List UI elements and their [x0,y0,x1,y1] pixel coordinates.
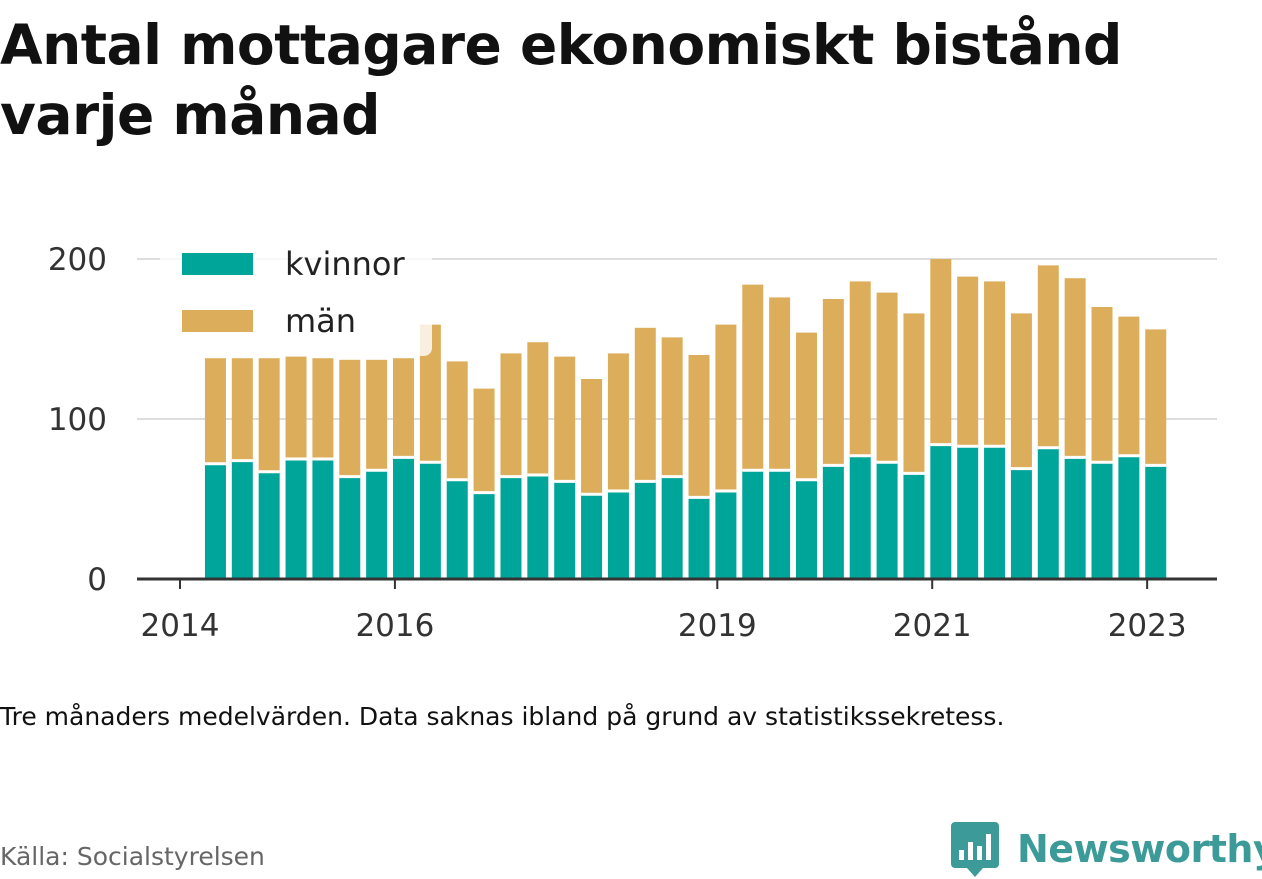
bar-kvinnor [1064,457,1086,579]
bar-kvinnor [715,491,737,579]
bar-kvinnor [500,476,522,579]
bar-kvinnor [661,476,683,579]
bar-man [688,355,710,498]
bar-man [393,358,415,458]
bar-kvinnor [688,497,710,579]
bar-man [930,259,952,445]
bar-chart: 0 100 200 2014 2016 2019 2021 2023 kvinnor män [47,236,1217,644]
bar-man [795,332,817,480]
bar-kvinnor [258,471,280,579]
bar-man [607,353,629,491]
bar-man [742,284,764,471]
bar-man [366,359,388,471]
bar-man [204,358,226,464]
bar-kvinnor [339,476,361,579]
legend-label: kvinnor [285,245,406,283]
bar-man [822,299,844,466]
legend: kvinnor män [160,236,432,356]
bar-kvinnor [1037,447,1059,579]
bar-man [1145,329,1167,466]
bar-kvinnor [366,470,388,579]
bars [204,259,1167,579]
x-tick-label: 2016 [355,608,434,644]
bar-kvinnor [419,462,441,579]
x-axis-ticks: 2014 2016 2019 2021 2023 [141,579,1187,644]
bar-man [1010,313,1032,469]
chart-title: Antal mottagare ekonomiskt bistånd varje… [0,13,1122,147]
bar-man [419,324,441,463]
bar-man [446,361,468,480]
x-tick-label: 2021 [893,608,972,644]
bar-kvinnor [849,455,871,579]
y-tick-label: 100 [48,402,107,438]
bar-man [876,292,898,463]
y-tick-label: 200 [48,242,107,278]
bar-man [473,388,495,493]
bar-kvinnor [554,481,576,579]
bar-man [1064,278,1086,458]
bar-man [715,324,737,491]
bar-kvinnor [930,444,952,579]
x-tick-label: 2023 [1108,608,1187,644]
bar-kvinnor [822,465,844,579]
source-text: Källa: Socialstyrelsen [0,842,265,871]
bar-kvinnor [984,446,1006,579]
bar-kvinnor [876,462,898,579]
bar-kvinnor [204,463,226,579]
legend-swatch [182,253,253,275]
bar-man [1037,265,1059,448]
bar-kvinnor [607,491,629,579]
x-tick-label: 2014 [141,608,220,644]
bar-man [581,379,603,495]
bar-kvinnor [1010,468,1032,579]
bar-man [500,353,522,477]
legend-label: män [285,302,356,340]
bar-man [285,356,307,459]
bar-kvinnor [231,460,253,579]
bar-kvinnor [581,494,603,579]
bar-man [957,276,979,447]
bar-man [849,281,871,456]
bar-kvinnor [285,459,307,579]
bar-man [339,359,361,477]
bar-man [527,342,549,475]
bar-kvinnor [957,446,979,579]
brand-name: Newsworthy [1017,827,1262,871]
bar-man [1091,307,1113,463]
bar-kvinnor [795,479,817,579]
bar-kvinnor [312,459,334,579]
legend-swatch [182,310,253,332]
y-axis-ticks: 0 100 200 [48,242,107,598]
bar-kvinnor [769,470,791,579]
bar-man [554,356,576,482]
bar-kvinnor [393,457,415,579]
bar-kvinnor [446,479,468,579]
bar-kvinnor [473,492,495,579]
bar-man [769,297,791,471]
bar-man [634,327,656,482]
bar-kvinnor [1145,465,1167,579]
bar-man [258,358,280,472]
bar-man [231,358,253,461]
bar-kvinnor [1091,462,1113,579]
bar-man [1118,316,1140,456]
y-tick-label: 0 [87,562,107,598]
newsworthy-logo-icon [951,822,999,877]
bar-kvinnor [634,481,656,579]
x-tick-label: 2019 [678,608,757,644]
bar-man [903,313,925,474]
bar-man [661,337,683,477]
chart-note: Tre månaders medelvärden. Data saknas ib… [0,702,1005,731]
bar-kvinnor [742,470,764,579]
bar-man [312,358,334,459]
brand-logo: Newsworthy [951,820,1262,878]
bar-man [984,281,1006,447]
bar-kvinnor [527,475,549,579]
bar-kvinnor [1118,455,1140,579]
bar-kvinnor [903,473,925,579]
